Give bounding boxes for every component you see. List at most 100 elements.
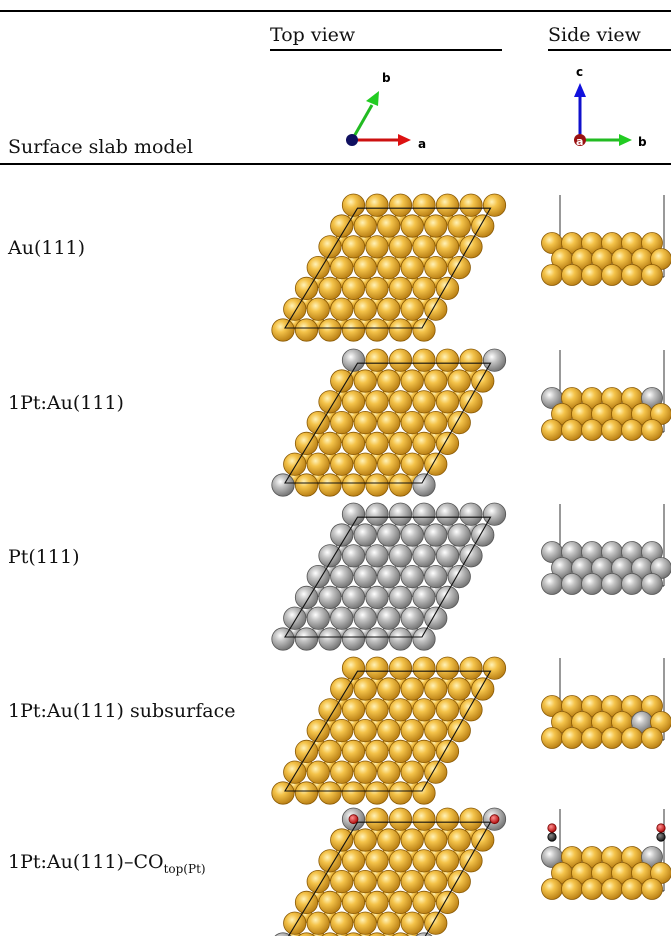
pt-atom: [283, 606, 307, 630]
au-atom: [341, 890, 366, 915]
au-atom: [641, 878, 663, 900]
pt-atom: [318, 544, 342, 568]
au-atom: [294, 473, 319, 497]
au-atom: [353, 869, 377, 894]
side-axis-label-b: b: [638, 135, 647, 149]
pt-atom: [271, 473, 295, 497]
au-atom: [412, 849, 436, 873]
au-atom: [341, 235, 366, 259]
au-atom: [388, 698, 413, 722]
au-atom: [388, 390, 413, 414]
au-atom: [388, 276, 413, 300]
au-atom: [482, 656, 507, 680]
au-atom: [283, 452, 307, 476]
au-atom: [330, 410, 354, 435]
au-atom: [561, 878, 583, 900]
au-atom: [471, 677, 495, 701]
au-atom: [424, 869, 448, 894]
au-atom: [435, 698, 460, 722]
au-atom: [400, 718, 424, 743]
pt-atom: [388, 502, 413, 526]
au-atom: [435, 193, 460, 217]
unit-cell-outline: [287, 821, 492, 936]
pt-atom: [435, 544, 460, 568]
au-atom: [330, 214, 354, 238]
side-axis-label-a: a: [576, 135, 583, 148]
au-atom: [447, 869, 471, 894]
au-atom: [353, 760, 377, 784]
au-atom: [412, 390, 436, 414]
au-atom: [447, 410, 471, 435]
au-atom: [447, 214, 471, 238]
pt-atom: [353, 564, 377, 589]
au-atom: [581, 727, 603, 749]
top-view-structure: [271, 348, 507, 497]
au-atom: [412, 193, 436, 217]
au-atom: [353, 410, 377, 435]
au-atom: [271, 318, 295, 342]
au-atom: [341, 431, 366, 455]
side-view-structure: [541, 809, 671, 900]
au-atom: [330, 869, 354, 894]
au-atom: [353, 297, 377, 321]
au-atom: [459, 849, 483, 873]
row-label-1pt-au111-subsurface: 1Pt:Au(111) subsurface: [8, 700, 236, 722]
pt-atom: [412, 627, 436, 651]
pt-atom: [318, 627, 342, 651]
au-atom: [601, 264, 623, 286]
pt-atom: [400, 523, 424, 547]
pt-atom: [424, 564, 448, 589]
pt-atom: [365, 502, 389, 526]
au-atom: [365, 656, 389, 680]
au-atom: [388, 890, 413, 915]
au-atom: [353, 214, 377, 238]
pt-atom: [353, 523, 377, 547]
pt-atom: [435, 502, 460, 526]
pt-atom: [294, 627, 319, 651]
pt-atom: [365, 585, 389, 610]
au-atom: [318, 318, 342, 342]
au-atom: [601, 727, 623, 749]
au-atom: [388, 318, 413, 342]
axis-a-dot-icon: [574, 134, 586, 146]
au-atom: [412, 276, 436, 300]
carbon-atom: [656, 832, 666, 842]
au-atom: [318, 739, 342, 764]
side-view-structure: [541, 658, 671, 749]
au-atom: [306, 869, 330, 894]
au-atom: [412, 781, 436, 805]
au-atom: [283, 911, 307, 935]
au-atom: [435, 235, 460, 259]
au-atom: [353, 718, 377, 743]
au-atom: [412, 656, 436, 680]
header-rule: [0, 163, 671, 165]
axis-c-arrow-icon: [574, 83, 586, 97]
axis-a-arrow-icon: [398, 134, 411, 146]
au-atom: [435, 348, 460, 372]
pt-atom: [482, 348, 507, 372]
au-atom: [330, 255, 354, 280]
row-label-1pt-au111-co: 1Pt:Au(111)–COtop(Pt): [8, 851, 206, 876]
au-atom: [482, 193, 507, 217]
row-label-co-main: 1Pt:Au(111)–CO: [8, 851, 164, 873]
au-atom: [412, 431, 436, 455]
au-atom: [388, 656, 413, 680]
au-atom: [447, 828, 471, 852]
pt-atom: [621, 573, 643, 595]
au-atom: [353, 255, 377, 280]
au-atom: [318, 890, 342, 915]
pt-atom: [412, 473, 436, 497]
au-atom: [541, 419, 563, 441]
au-atom: [424, 255, 448, 280]
au-atom: [365, 698, 389, 722]
pt-atom: [541, 573, 563, 595]
pt-atom: [581, 573, 603, 595]
au-atom: [561, 727, 583, 749]
au-atom: [341, 781, 366, 805]
side-view-structure: [541, 195, 671, 286]
top-view-structure: [274, 807, 507, 936]
au-atom: [365, 739, 389, 764]
au-atom: [400, 255, 424, 280]
unit-cell-outline: [284, 362, 492, 484]
